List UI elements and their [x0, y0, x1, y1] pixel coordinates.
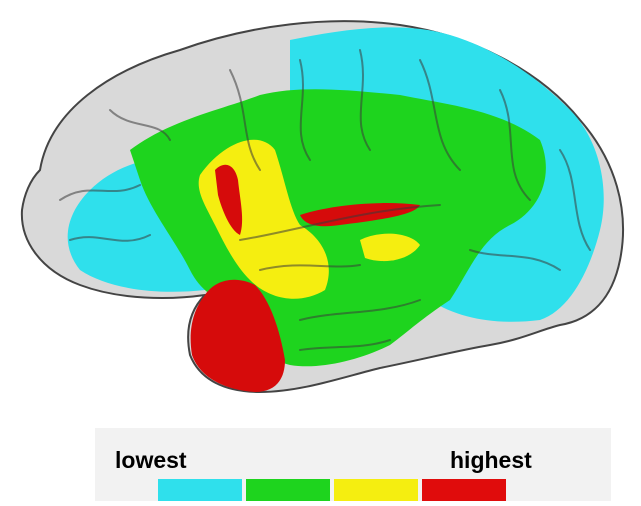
brain — [22, 21, 623, 392]
legend-swatch — [158, 479, 242, 501]
legend-high-label: highest — [450, 447, 532, 473]
figure: lowest highest — [0, 0, 641, 501]
legend-swatch — [334, 479, 418, 501]
page: {"legend": {"low_label": "lowest", "high… — [0, 0, 641, 501]
legend-swatch — [422, 479, 506, 501]
legend: lowest highest — [95, 428, 611, 501]
legend-swatch — [246, 479, 330, 501]
legend-low-label: lowest — [115, 447, 187, 473]
